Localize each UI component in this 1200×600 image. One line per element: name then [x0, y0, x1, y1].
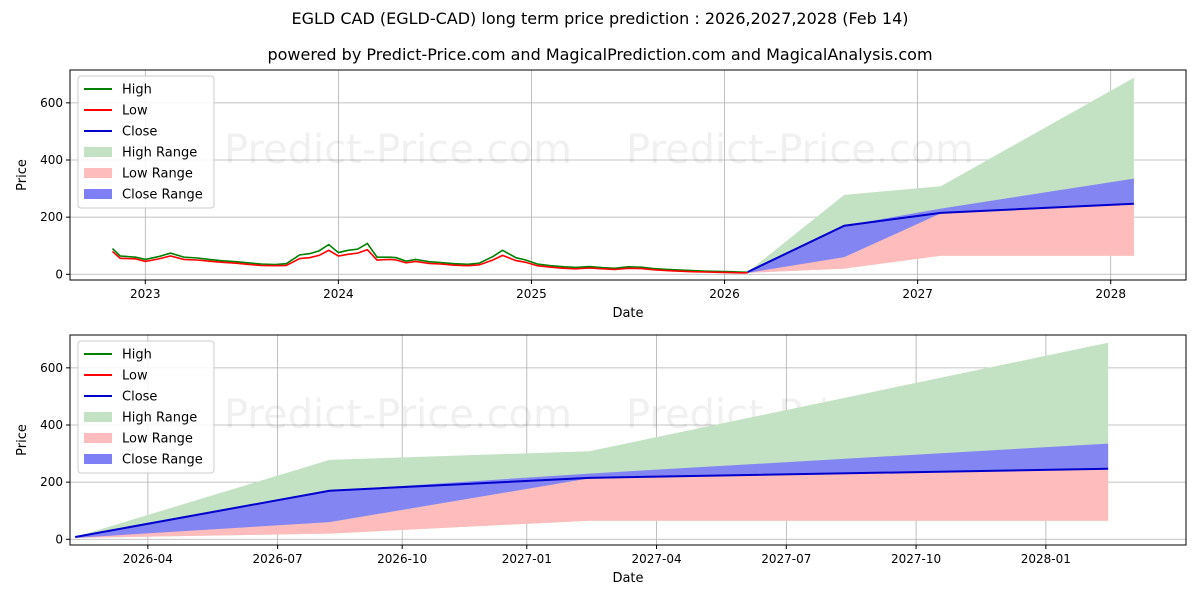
high-series-line — [111, 242, 748, 274]
close-series-line — [747, 202, 1134, 273]
legend-label-high: High — [122, 348, 152, 363]
y-tick-label: 600 — [40, 96, 63, 110]
x-tick-label: 2028 — [1095, 287, 1126, 301]
legend-swatch-low-range — [84, 433, 112, 443]
y-tick-label: 200 — [40, 210, 63, 224]
plot-frame — [69, 69, 1187, 281]
low-series-line — [111, 248, 748, 274]
legend-swatch-close-range — [84, 189, 112, 199]
watermark-text: Predict-Price.com — [224, 127, 572, 173]
legend-label-low-range: Low Range — [122, 432, 193, 447]
x-tick-label: 2026-10 — [377, 552, 427, 566]
y-axis-label: Price — [15, 424, 30, 456]
plot-area — [111, 77, 1134, 274]
y-axis-label: Price — [15, 159, 30, 191]
legend-swatch-low-range — [84, 168, 112, 178]
low-range-band — [75, 468, 1109, 538]
y-tick-label: 400 — [40, 418, 63, 432]
x-tick-label: 2027-01 — [502, 552, 552, 566]
x-tick-label: 2027-10 — [891, 552, 941, 566]
x-tick-label: 2027-04 — [631, 552, 681, 566]
watermark-text: Predict-Price.com — [626, 127, 974, 173]
legend-label-close-range: Close Range — [122, 188, 203, 203]
legend-swatch-close-range — [84, 454, 112, 464]
chart-panel-1: Predict-Price.com Predict-Price.com 2023 20… — [15, 69, 1187, 321]
legend-label-low: Low — [122, 369, 148, 384]
plot-area — [75, 342, 1109, 538]
legend-label-close-range: Close Range — [122, 453, 203, 468]
low-range-band — [747, 203, 1134, 273]
legend-swatch-high-range — [84, 147, 112, 157]
legend-label-close: Close — [122, 390, 157, 405]
x-tick-label: 2023 — [130, 287, 161, 301]
close-range-band — [747, 178, 1134, 273]
y-tick-label: 200 — [40, 475, 63, 489]
legend-label-high: High — [122, 83, 152, 98]
chart-title: EGLD CAD (EGLD-CAD) long term price pred… — [291, 9, 909, 28]
watermark-text: Predict-Price.com — [224, 392, 572, 438]
x-tick-label: 2027 — [902, 287, 933, 301]
legend-label-low: Low — [122, 104, 148, 119]
x-tick-label: 2024 — [323, 287, 354, 301]
x-tick-label: 2025 — [516, 287, 547, 301]
y-tick-label: 0 — [55, 532, 63, 546]
legend-swatch-high-range — [84, 412, 112, 422]
plot-frame — [69, 334, 1187, 546]
legend-label-high-range: High Range — [122, 411, 197, 426]
chart-panel-2: Predict-Price.comPredict-Price.com2026-0… — [15, 334, 1187, 586]
x-tick-label: 2026-07 — [253, 552, 303, 566]
x-tick-label: 2027-07 — [761, 552, 811, 566]
legend-label-high-range: High Range — [122, 146, 197, 161]
x-axis-label: Date — [612, 571, 643, 586]
x-tick-label: 2026 — [709, 287, 740, 301]
y-tick-label: 600 — [40, 361, 63, 375]
x-axis-label: Date — [612, 306, 643, 321]
legend-label-close: Close — [122, 125, 157, 140]
legend-label-low-range: Low Range — [122, 167, 193, 182]
x-tick-label: 2026-04 — [123, 552, 173, 566]
chart-subtitle: powered by Predict-Price.com and Magical… — [267, 45, 933, 64]
y-tick-label: 400 — [40, 153, 63, 167]
y-tick-label: 0 — [55, 267, 63, 281]
x-tick-label: 2028-01 — [1021, 552, 1071, 566]
close-series-line — [75, 467, 1109, 538]
close-range-band — [75, 443, 1109, 538]
